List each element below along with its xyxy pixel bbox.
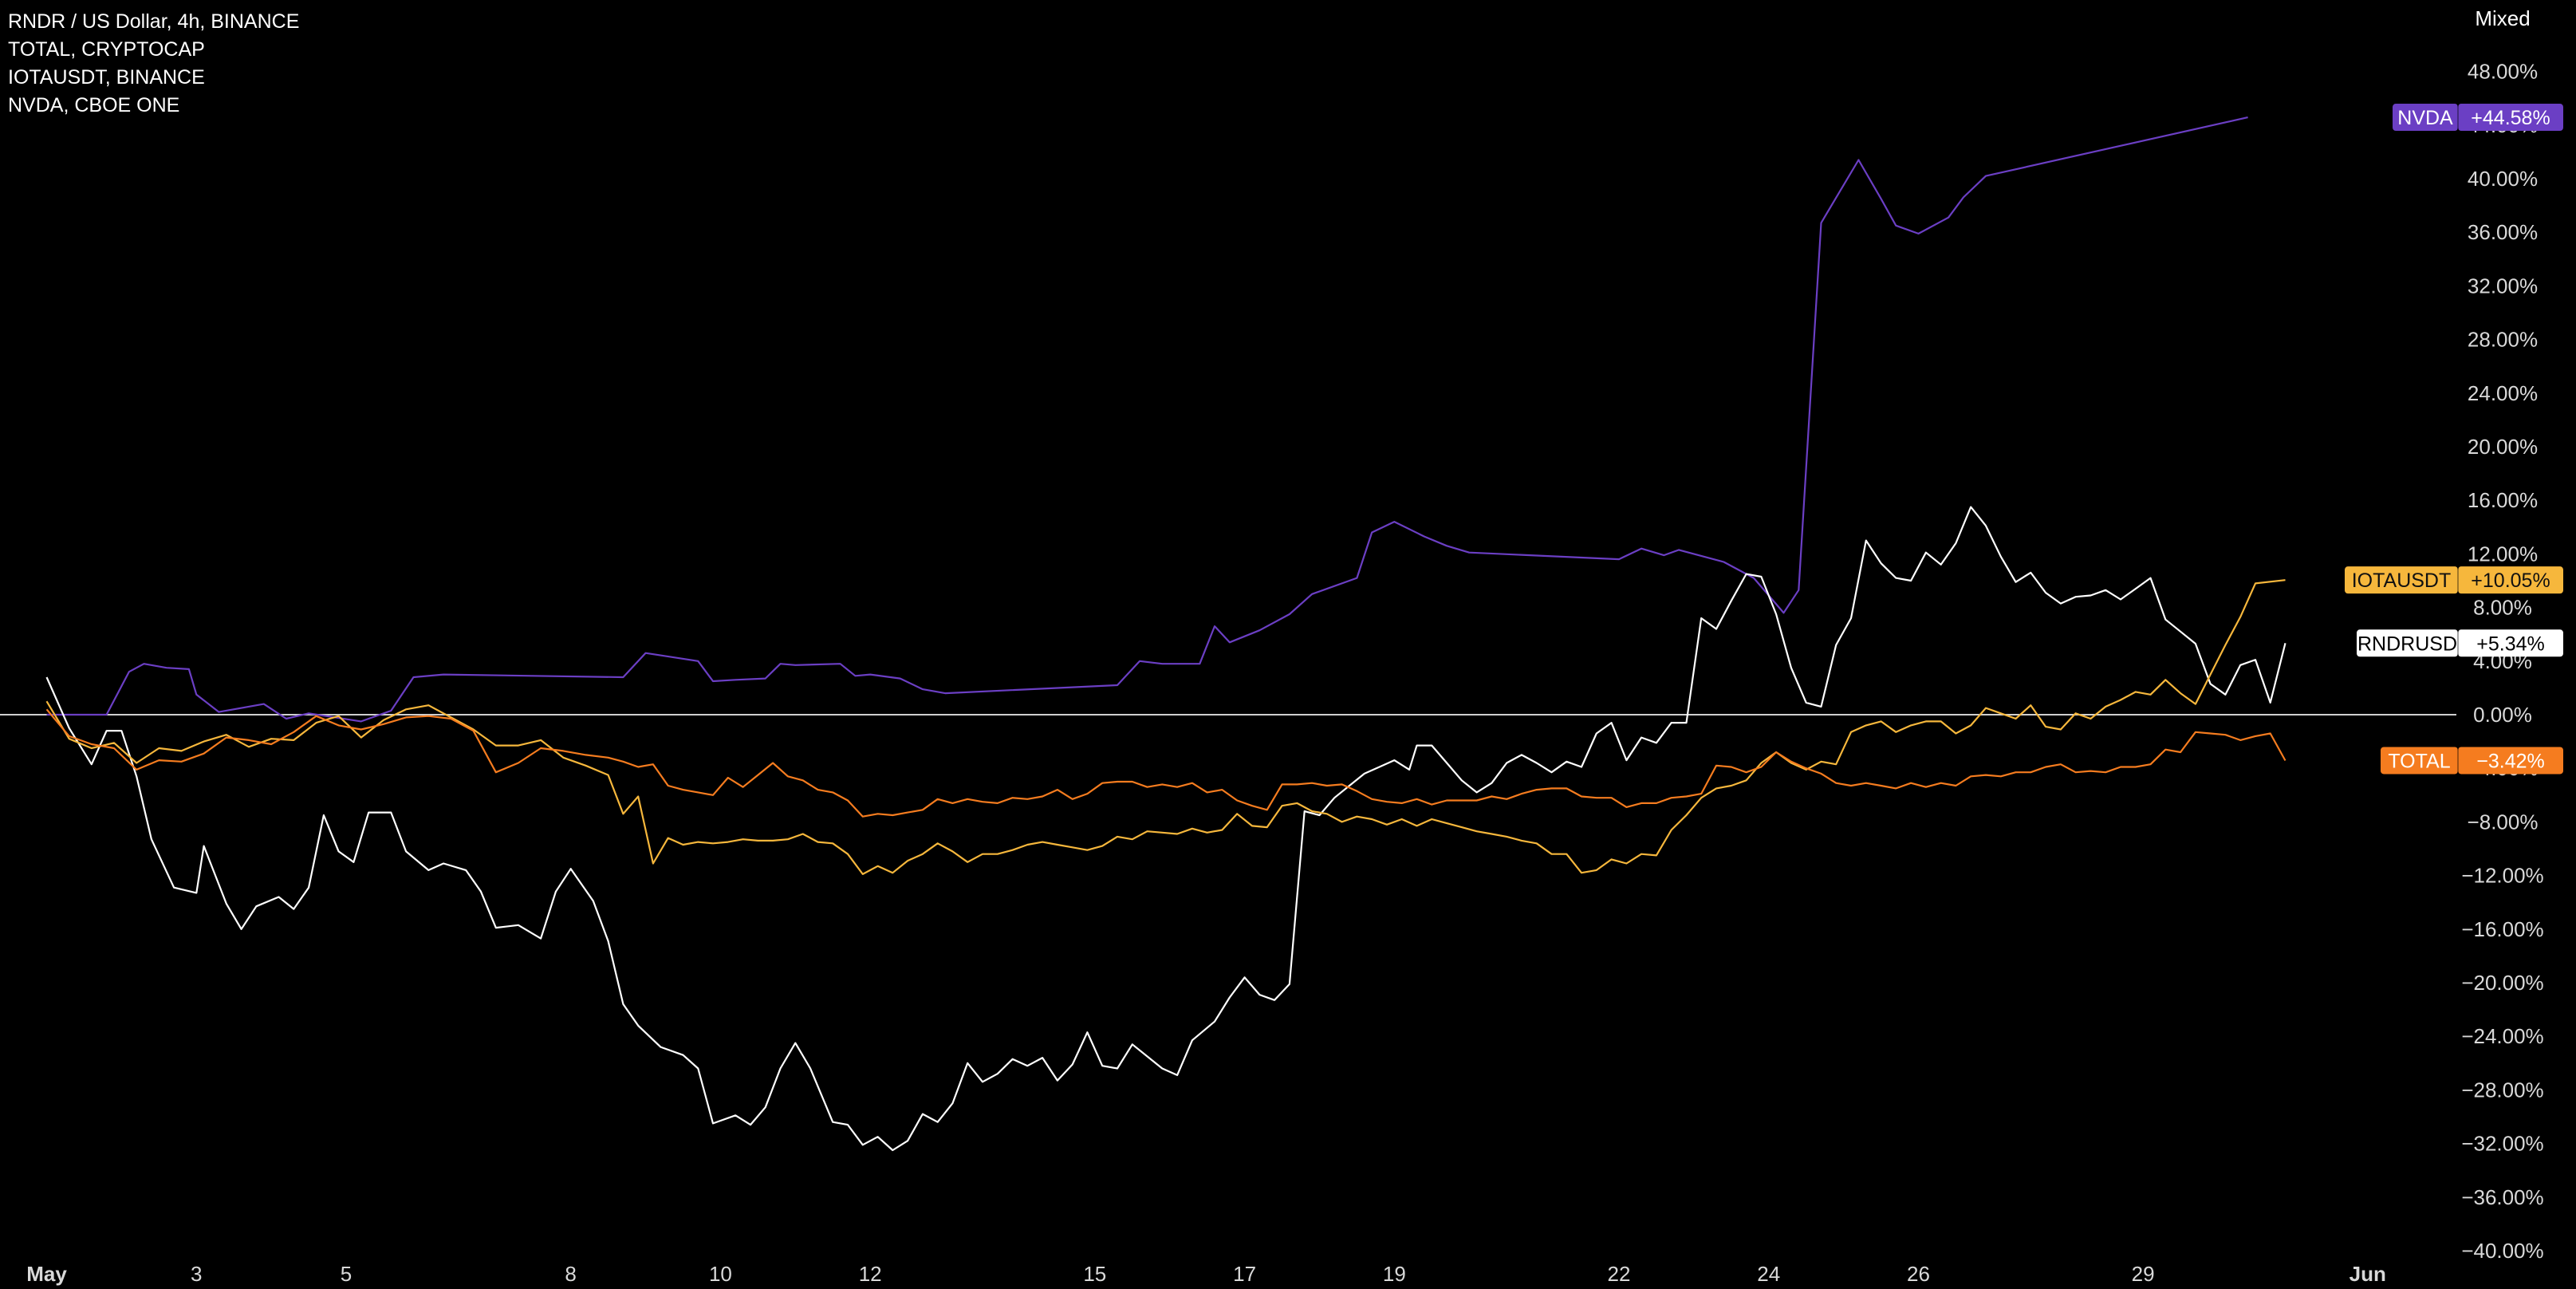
y-tick-label: 20.00% [2468,435,2538,459]
x-tick-label: 29 [2132,1262,2155,1286]
series-layer [0,116,2456,1152]
value-tag-total[interactable]: TOTAL −3.42% [2381,747,2563,775]
series-line-total[interactable] [45,708,2286,818]
y-tick-label: −16.00% [2461,917,2543,941]
value-tag-name: NVDA [2397,107,2453,129]
y-tick-label: 0.00% [2473,703,2532,727]
legend-main-symbol[interactable]: RNDR / US Dollar, 4h, BINANCE [8,10,300,33]
value-tag-value: +5.34% [2476,633,2545,655]
series-line-rndrusd[interactable] [45,506,2286,1152]
value-tag-name: TOTAL [2388,750,2450,772]
x-tick-label: 5 [341,1262,352,1286]
value-tag-value-bg [2458,566,2563,594]
x-tick-label: 24 [1757,1262,1780,1286]
x-tick-label: 12 [859,1262,882,1286]
value-tag-value-bg [2458,747,2563,775]
x-tick-label: 10 [709,1262,732,1286]
series-line-nvda[interactable] [46,116,2248,723]
y-tick-label: −8.00% [2468,810,2539,834]
value-tag-name-bg [2345,566,2458,594]
y-tick-label: −24.00% [2461,1024,2543,1048]
x-tick-label: Jun [2350,1262,2386,1286]
y-tick-label: 12.00% [2468,542,2538,566]
y-tick-label: −40.00% [2461,1239,2543,1263]
y-tick-label: 36.00% [2468,220,2538,244]
x-tick-label: 8 [565,1262,576,1286]
value-tag-value-bg [2458,629,2563,657]
value-tag-name-bg [2357,629,2458,657]
x-tick-label: 17 [1233,1262,1256,1286]
scale-mode-label[interactable]: Mixed [2475,6,2530,30]
legend-nvda[interactable]: NVDA, CBOE ONE [8,94,180,116]
value-tag-value: +44.58% [2471,107,2550,129]
x-tick-label: 26 [1907,1262,1930,1286]
value-tag-value-bg [2458,104,2563,132]
chart-legend: RNDR / US Dollar, 4h, BINANCE TOTAL, CRY… [8,8,299,120]
y-tick-label: 28.00% [2468,328,2538,352]
series-line-iotausdt[interactable] [45,579,2286,875]
y-tick-label: 32.00% [2468,274,2538,298]
y-tick-label: −12.00% [2461,864,2543,888]
y-tick-label: −20.00% [2461,971,2543,995]
y-tick-label: −32.00% [2461,1132,2543,1156]
x-tick-label: 22 [1608,1262,1631,1286]
series-value-tags: NVDA +44.58% RNDRUSD +5.34% IOTAUSDT +10.05% T… [2345,104,2563,775]
value-tag-value: +10.05% [2471,570,2550,592]
y-tick-label: 16.00% [2468,488,2538,512]
y-tick-label: 48.00% [2468,60,2538,84]
y-tick-label: −36.00% [2461,1185,2543,1209]
y-tick-label: −28.00% [2461,1078,2543,1102]
x-tick-label: May [26,1262,67,1286]
x-tick-label: 15 [1083,1262,1106,1286]
value-tag-iotausdt[interactable]: IOTAUSDT +10.05% [2345,566,2563,594]
time-scale[interactable]: May 3 5 8 10 12 15 17 19 22 24 26 29 Jun [26,1262,2386,1286]
legend-total[interactable]: TOTAL, CRYPTOCAP [8,38,205,61]
value-tag-name-bg [2381,747,2458,775]
x-tick-label: 3 [191,1262,202,1286]
y-tick-label: 8.00% [2473,596,2532,620]
y-tick-label: 24.00% [2468,381,2538,405]
value-tag-name-bg [2393,104,2458,132]
x-tick-label: 19 [1383,1262,1406,1286]
value-tag-nvda[interactable]: NVDA +44.58% [2393,104,2563,132]
value-tag-rndrusd[interactable]: RNDRUSD +5.34% [2357,629,2563,657]
legend-iotausdt[interactable]: IOTAUSDT, BINANCE [8,66,205,89]
value-tag-name: RNDRUSD [2357,633,2457,655]
price-scale[interactable]: Mixed 48.00%44.00%40.00%36.00%32.00%28.0… [2461,6,2543,1263]
value-tag-name: IOTAUSDT [2352,570,2452,592]
y-tick-label: 40.00% [2468,167,2538,191]
value-tag-value: −3.42% [2476,750,2545,772]
